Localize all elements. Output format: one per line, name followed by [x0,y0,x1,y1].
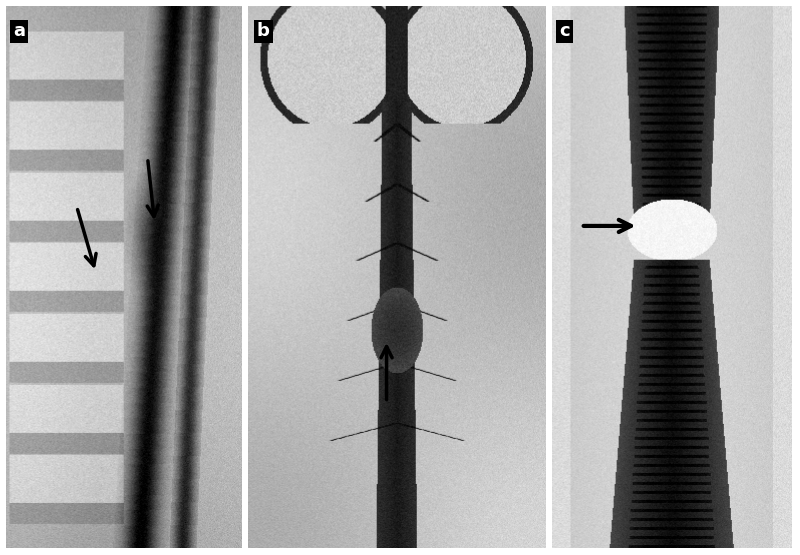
Text: b: b [257,22,270,41]
Text: a: a [13,22,25,41]
Text: c: c [559,22,570,41]
